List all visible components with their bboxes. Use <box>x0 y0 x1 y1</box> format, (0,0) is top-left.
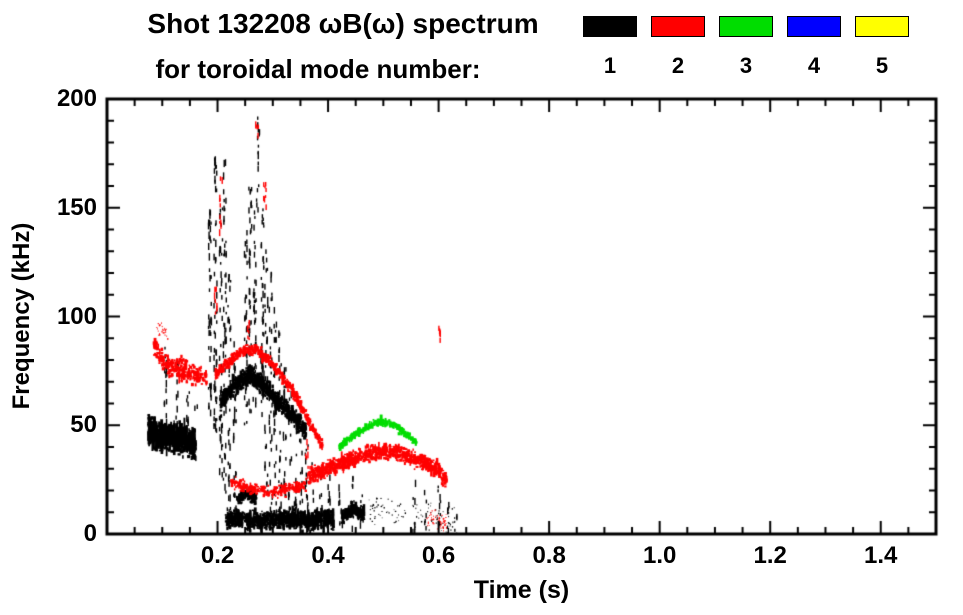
legend-item-mode-1: 1 <box>583 16 637 79</box>
x-tick-label: 0.8 <box>532 542 566 569</box>
legend-swatch-mode-5 <box>855 16 909 37</box>
x-tick-label: 1.0 <box>642 542 677 569</box>
y-tick-label: 150 <box>56 193 97 221</box>
y-tick-label: 0 <box>83 520 97 547</box>
legend-swatch-mode-4 <box>787 16 841 37</box>
y-tick-label: 200 <box>56 85 97 112</box>
x-tick-label: 1.4 <box>864 542 898 569</box>
legend-swatch-mode-1 <box>583 16 637 37</box>
legend-item-mode-5: 5 <box>855 16 909 79</box>
x-tick-label: 0.2 <box>200 542 235 569</box>
legend-label-mode-5: 5 <box>875 53 889 78</box>
legend-swatch-mode-2 <box>651 16 705 37</box>
legend-label-mode-4: 4 <box>807 53 821 78</box>
legend-item-mode-2: 2 <box>651 16 705 79</box>
legend-swatch-mode-3 <box>719 16 773 37</box>
legend-label-mode-3: 3 <box>739 53 753 78</box>
legend-item-mode-4: 4 <box>787 16 841 79</box>
y-tick-label: 50 <box>70 411 97 439</box>
legend-label-mode-2: 2 <box>671 53 685 78</box>
x-axis-label: Time (s) <box>473 576 570 604</box>
legend-item-mode-3: 3 <box>719 16 773 79</box>
x-tick-label: 1.2 <box>753 542 787 569</box>
legend-label-mode-1: 1 <box>603 53 617 78</box>
chart-title: Shot 132208 ωB(ω) spectrum <box>147 8 539 39</box>
x-tick-label: 0.6 <box>421 542 456 569</box>
legend: 1 2 3 4 5 <box>583 16 909 79</box>
chart-subtitle: for toroidal mode number: <box>155 54 481 84</box>
y-axis-label: Frequency (kHz) <box>8 222 35 410</box>
y-tick-label: 100 <box>56 302 97 330</box>
x-tick-label: 0.4 <box>311 542 345 569</box>
